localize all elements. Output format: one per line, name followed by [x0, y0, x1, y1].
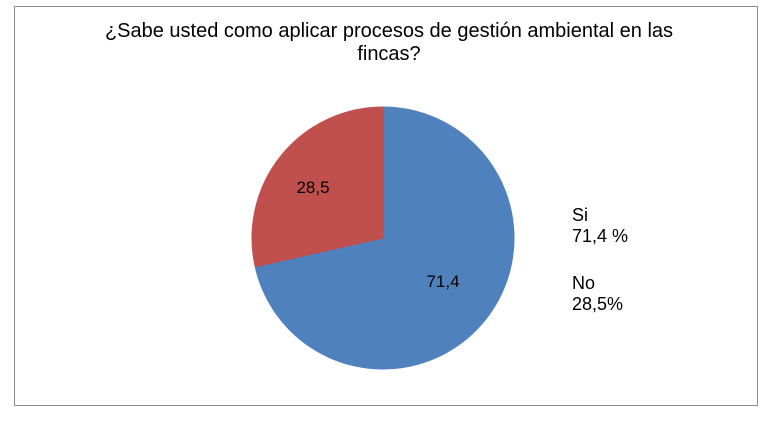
legend-entry-no: No 28,5%	[572, 273, 623, 315]
chart-title: ¿Sabe usted como aplicar procesos de ges…	[0, 20, 778, 66]
data-label-si: 71,4	[426, 272, 459, 291]
chart-title-line-2: fincas?	[357, 43, 421, 65]
chart-title-line-1: ¿Sabe usted como aplicar procesos de ges…	[104, 20, 674, 42]
legend-entry-si: Si 71,4 %	[572, 205, 628, 247]
slice-no	[251, 106, 384, 268]
legend-label-si: Si	[572, 205, 589, 225]
slice-si	[254, 106, 515, 370]
legend-label-no: No	[572, 273, 596, 293]
legend-value-si: 71,4 %	[572, 226, 629, 246]
legend-value-no: 28,5%	[572, 294, 624, 314]
data-label-no: 28,5	[296, 178, 329, 197]
